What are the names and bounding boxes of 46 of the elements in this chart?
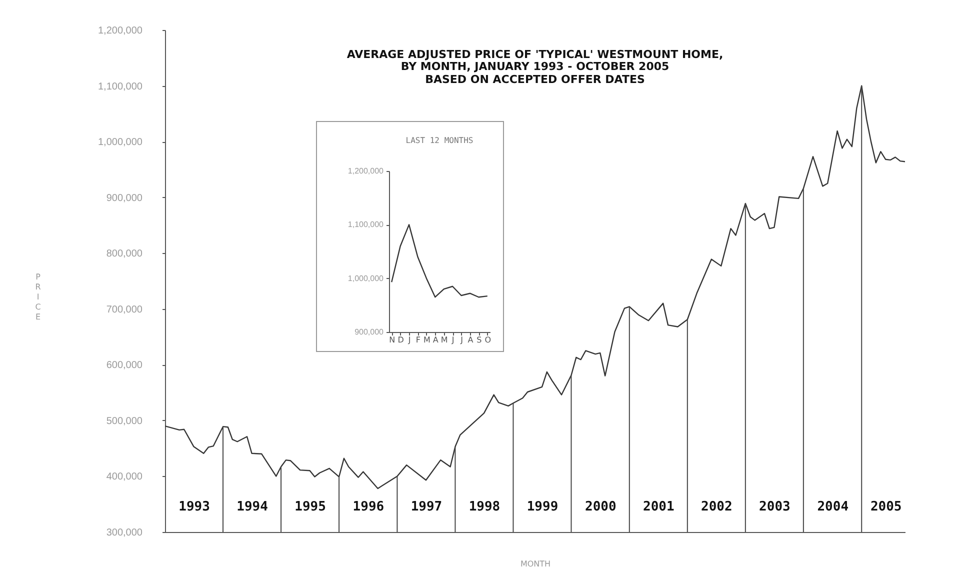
x-tick-label: A bbox=[468, 336, 474, 344]
x-tick-label: 2003 bbox=[759, 500, 790, 514]
x-tick-label: 1995 bbox=[294, 500, 326, 514]
x-tick-label: J bbox=[460, 336, 463, 344]
x-tick-label: 1998 bbox=[468, 500, 500, 514]
x-tick-label: S bbox=[476, 336, 482, 344]
x-tick-label: 1996 bbox=[352, 500, 384, 514]
y-tick-label: 300,000 bbox=[106, 528, 143, 538]
y-tick-label: 700,000 bbox=[106, 304, 143, 316]
x-tick-label: O bbox=[484, 336, 492, 344]
y-tick-label: 900,000 bbox=[354, 328, 384, 336]
text: AVERAGE ADJUSTED PRICE OF 'TYPICAL' WESTMOUNT HOME, bbox=[346, 48, 724, 61]
y-tick-label: 400,000 bbox=[106, 472, 143, 483]
y-tick-label: 1,000,000 bbox=[348, 274, 384, 283]
x-tick-label: J bbox=[407, 336, 411, 344]
y-axis-title: PRICE bbox=[35, 272, 42, 322]
x-tick-label: 1993 bbox=[178, 500, 210, 514]
chart-title: LAST 12 MONTHS bbox=[406, 136, 474, 145]
line-series bbox=[165, 85, 905, 490]
y-tick-label: 1,200,000 bbox=[98, 26, 143, 36]
y-tick-label: 1,100,000 bbox=[348, 220, 384, 230]
x-tick-label: 2001 bbox=[643, 500, 674, 514]
x-tick-label: J bbox=[450, 336, 454, 344]
x-tick-label: 2004 bbox=[817, 500, 849, 514]
x-tick-label: N bbox=[389, 336, 396, 344]
x-tick-label: 1999 bbox=[526, 500, 558, 514]
text: BY MONTH, JANUARY 1993 - OCTOBER 2005 BASED ON ACCEPTED OFFER DATES bbox=[400, 60, 670, 86]
x-tick-label: 2002 bbox=[701, 500, 732, 514]
x-tick-label: M bbox=[440, 336, 448, 344]
y-tick-label: 1,100,000 bbox=[98, 81, 143, 92]
x-tick-label: 1997 bbox=[410, 500, 442, 514]
x-tick-label: 2000 bbox=[585, 500, 616, 514]
x-tick-label: 1994 bbox=[236, 500, 268, 514]
x-tick-label: 2005 bbox=[870, 500, 902, 514]
x-tick-label: D bbox=[398, 336, 404, 344]
x-tick-label: A bbox=[432, 336, 439, 344]
y-tick-label: 1,200,000 bbox=[348, 166, 384, 176]
line-series bbox=[391, 224, 488, 298]
x-tick-label: F bbox=[416, 336, 421, 344]
y-tick-label: 500,000 bbox=[106, 416, 143, 427]
y-tick-label: 900,000 bbox=[106, 192, 143, 204]
x-tick-label: M bbox=[423, 336, 430, 344]
y-tick-label: 600,000 bbox=[106, 360, 143, 372]
y-tick-label: 800,000 bbox=[106, 248, 143, 260]
x-axis-title: MONTH bbox=[520, 560, 551, 568]
y-tick-label: 1,000,000 bbox=[98, 137, 143, 148]
